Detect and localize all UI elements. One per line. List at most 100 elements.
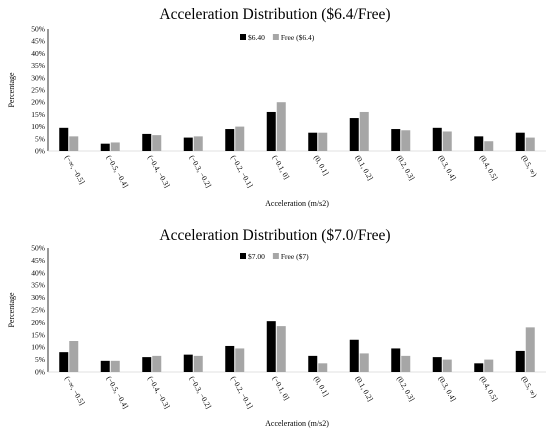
y-tick-label: 35% [31,281,45,290]
y-tick-label: 35% [31,61,45,70]
y-tick-label: 20% [31,318,45,327]
chart-title: Acceleration Distribution ($7.0/Free) [159,227,390,244]
legend-label: Free ($6.4) [281,33,315,42]
y-tick-label: 0% [35,147,45,156]
bar-primary-12 [515,350,525,372]
chart-panel-2: Acceleration Distribution ($7.0/Free) 0% 5… [7,227,546,428]
x-tick-label: (−0.1, 0] [271,375,292,402]
y-tick-label: 25% [31,86,45,95]
bar-primary-10 [432,127,442,151]
bar-free-6 [276,326,286,372]
bar-primary-1 [59,352,69,372]
bar-primary-6 [266,111,276,151]
bar-free-6 [276,102,286,151]
y-axis-title: Percentage [7,292,16,328]
bar-primary-4 [183,354,193,372]
bar-free-9 [401,130,411,151]
bar-primary-9 [391,348,401,372]
x-tick-label: (0.4, 0.5] [478,375,500,403]
bar-free-9 [401,355,411,372]
x-tick-label: (0.5, ∞) [520,154,540,179]
y-tick-label: 50% [31,244,45,253]
legend-label: Free ($7) [281,252,309,261]
bar-free-4 [193,136,203,151]
bar-primary-9 [391,129,401,151]
y-tick-label: 40% [31,49,45,58]
x-axis-title: Acceleration (m/s2) [265,199,329,208]
bar-free-7 [318,132,328,151]
x-tick-label: (0.2, 0.3] [395,154,417,182]
legend-swatch [240,34,246,40]
bar-primary-12 [515,132,525,151]
bar-primary-1 [59,127,69,151]
x-tick-label: (−0.5, −0.4] [105,375,131,411]
x-tick-label: (−0.2, −0.1] [229,154,255,190]
bar-free-10 [442,359,452,372]
bar-primary-3 [142,357,152,372]
y-tick-label: 5% [35,134,45,143]
bar-primary-5 [225,129,235,151]
bar-primary-5 [225,345,235,372]
x-axis-title: Acceleration (m/s2) [265,419,329,428]
x-tick-label: (0.3, 0.4] [437,375,459,403]
bar-primary-3 [142,133,152,151]
x-tick-label: (0, 0.1] [312,375,331,398]
x-tick-label: (0.4, 0.5] [478,154,500,182]
y-tick-label: 45% [31,37,45,46]
x-tick-label: (−0.2, −0.1] [229,375,255,411]
x-tick-label: (−0.4, −0.3] [146,154,172,190]
bar-primary-2 [100,143,110,151]
y-tick-label: 0% [35,368,45,377]
bar-free-11 [484,141,494,151]
x-tick-label: (0.1, 0.2] [354,375,376,403]
legend-swatch [240,253,246,259]
y-tick-label: 40% [31,268,45,277]
bar-free-8 [359,353,369,372]
bar-primary-10 [432,357,442,372]
x-tick-label: (−∞, −0.5] [63,375,87,407]
y-tick-label: 30% [31,293,45,302]
y-tick-label: 15% [31,110,45,119]
legend: $7.00 Free ($7) [240,252,309,261]
x-tick-label: (0, 0.1] [312,154,331,177]
x-tick-label: (−0.1, 0] [271,154,292,181]
x-tick-label: (0.3, 0.4] [437,154,459,182]
legend-label: $7.00 [248,252,265,261]
y-tick-label: 30% [31,73,45,82]
y-tick-label: 15% [31,330,45,339]
x-tick-label: (−0.5, −0.4] [105,154,131,190]
bar-primary-7 [308,132,318,151]
y-tick-label: 10% [31,343,45,352]
bar-free-2 [110,142,120,151]
bar-free-10 [442,131,452,151]
legend-swatch [272,253,279,259]
bar-primary-4 [183,137,193,151]
bar-free-2 [110,360,120,372]
legend-swatch [272,34,279,40]
legend: $6.40 Free ($6.4) [240,33,315,42]
bar-primary-8 [349,339,359,372]
bar-free-7 [318,363,328,372]
bar-free-1 [69,341,79,372]
bar-free-12 [525,137,535,151]
bar-primary-2 [100,360,110,372]
bar-primary-7 [308,355,318,372]
chart-panel-1: Acceleration Distribution ($6.4/Free) 0% 5… [7,6,546,208]
bar-free-8 [359,111,369,151]
bar-free-11 [484,359,494,372]
y-tick-label: 50% [31,25,45,34]
y-axis-title: Percentage [7,72,16,108]
x-tick-label: (0.1, 0.2] [354,154,376,182]
bar-free-3 [152,355,162,372]
bar-free-5 [235,348,245,372]
x-tick-label: (−∞, −0.5] [63,154,87,186]
bar-free-5 [235,126,245,151]
y-tick-label: 20% [31,98,45,107]
y-tick-label: 5% [35,355,45,364]
y-tick-label: 45% [31,256,45,265]
x-tick-label: (−0.3, −0.2] [188,375,214,411]
chart-title: Acceleration Distribution ($6.4/Free) [159,6,390,23]
bar-free-4 [193,355,203,372]
